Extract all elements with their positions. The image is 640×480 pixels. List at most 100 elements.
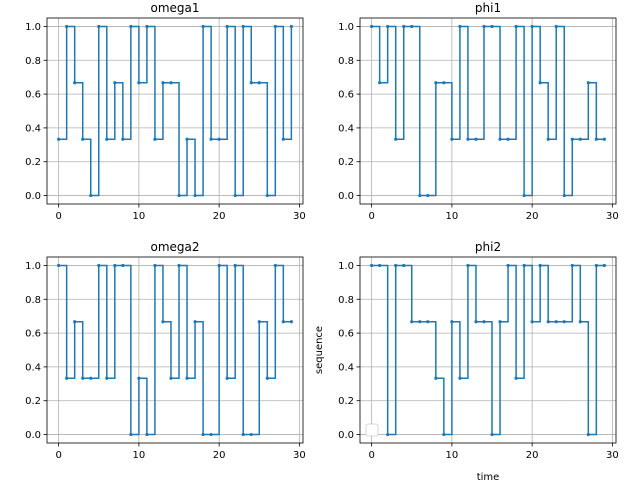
data-point	[442, 432, 446, 437]
y-tick-label: 0.0	[25, 191, 41, 202]
subplot-title: omega1	[150, 1, 199, 15]
data-point	[482, 24, 486, 29]
subplot-title: omega2	[150, 240, 199, 254]
data-point	[578, 320, 582, 324]
data-point	[450, 137, 454, 141]
data-point	[546, 320, 550, 324]
y-tick-label: 0.0	[338, 191, 354, 202]
data-point	[418, 320, 422, 324]
x-tick-label: 30	[293, 211, 306, 222]
data-point	[554, 24, 558, 29]
data-point	[121, 137, 125, 141]
data-point	[442, 81, 446, 85]
data-point	[378, 263, 382, 268]
data-point	[434, 376, 438, 380]
data-point	[217, 263, 221, 268]
data-point	[602, 137, 606, 141]
y-tick-label: 0.8	[25, 56, 41, 67]
data-point	[89, 376, 93, 380]
data-point	[410, 24, 414, 29]
y-tick-label: 1.0	[338, 22, 354, 33]
data-point	[466, 137, 470, 141]
data-point	[169, 81, 173, 85]
data-point	[257, 320, 261, 324]
y-tick-label: 0.2	[25, 396, 41, 407]
data-point	[370, 263, 374, 268]
data-point	[193, 193, 197, 198]
x-tick-label: 0	[368, 211, 374, 222]
x-tick-label: 30	[606, 211, 619, 222]
data-point	[233, 263, 237, 268]
data-point	[490, 24, 494, 29]
data-point	[201, 432, 205, 437]
x-tick-label: 0	[55, 211, 61, 222]
data-point	[73, 320, 77, 324]
data-point	[506, 137, 510, 141]
data-point	[514, 24, 518, 29]
data-point	[546, 137, 550, 141]
data-point	[177, 263, 181, 268]
data-point	[185, 376, 189, 380]
data-point	[554, 320, 558, 324]
data-point	[538, 263, 542, 268]
data-point	[466, 263, 470, 268]
x-tick-label: 10	[133, 450, 146, 461]
subplot-title: phi1	[475, 1, 501, 15]
x-tick-label: 0	[55, 450, 61, 461]
data-point	[193, 320, 197, 324]
axes-frame	[359, 17, 617, 205]
data-point	[386, 24, 390, 29]
y-axis-label: sequence	[314, 326, 325, 374]
y-tick-label: 0.2	[338, 157, 354, 168]
x-axis-label: time	[477, 472, 500, 480]
data-point	[105, 376, 109, 380]
data-point	[410, 320, 414, 324]
x-tick-label: 20	[526, 450, 539, 461]
data-point	[225, 24, 229, 29]
y-tick-label: 0.2	[338, 396, 354, 407]
data-point	[129, 432, 133, 437]
y-tick-label: 0.8	[25, 295, 41, 306]
data-point	[65, 24, 69, 29]
data-point	[81, 137, 85, 141]
data-point	[145, 24, 149, 29]
data-point	[530, 320, 534, 324]
data-point	[289, 24, 293, 29]
data-point	[402, 24, 406, 29]
data-point	[570, 137, 574, 141]
x-tick-label: 20	[213, 211, 226, 222]
subplot-title: phi2	[475, 240, 501, 254]
data-point	[418, 193, 422, 198]
data-point	[562, 320, 566, 324]
data-point	[209, 137, 213, 141]
data-point	[225, 376, 229, 380]
data-point	[594, 137, 598, 141]
data-point	[289, 320, 293, 324]
y-tick-label: 0.0	[338, 430, 354, 441]
y-tick-label: 0.4	[338, 123, 354, 134]
data-point	[121, 263, 125, 268]
y-tick-label: 0.4	[338, 362, 354, 373]
subplot-phi1: 0 10 20 30 0.0 0.2 0.4 0.6 0.8 1.0 phi1	[338, 1, 619, 222]
data-point	[129, 24, 133, 29]
x-tick-label: 10	[446, 211, 459, 222]
y-tick-label: 0.4	[25, 362, 41, 373]
data-point	[177, 193, 181, 198]
data-point	[201, 24, 205, 29]
data-point	[65, 376, 69, 380]
data-point	[514, 376, 518, 380]
series-line	[371, 264, 605, 436]
x-tick-label: 0	[368, 450, 374, 461]
data-point	[586, 81, 590, 85]
data-point	[97, 24, 101, 29]
data-point	[578, 137, 582, 141]
data-point	[241, 432, 245, 437]
data-point	[434, 81, 438, 85]
data-point	[482, 320, 486, 324]
axes-frame	[46, 256, 304, 444]
series-line	[58, 264, 292, 436]
data-point	[474, 320, 478, 324]
subplot-phi2: 0 10 20 30 0.0 0.2 0.4 0.6 0.8 1.0 phi2 time sequenc…	[314, 240, 619, 480]
data-point	[89, 193, 93, 198]
data-point	[97, 263, 101, 268]
